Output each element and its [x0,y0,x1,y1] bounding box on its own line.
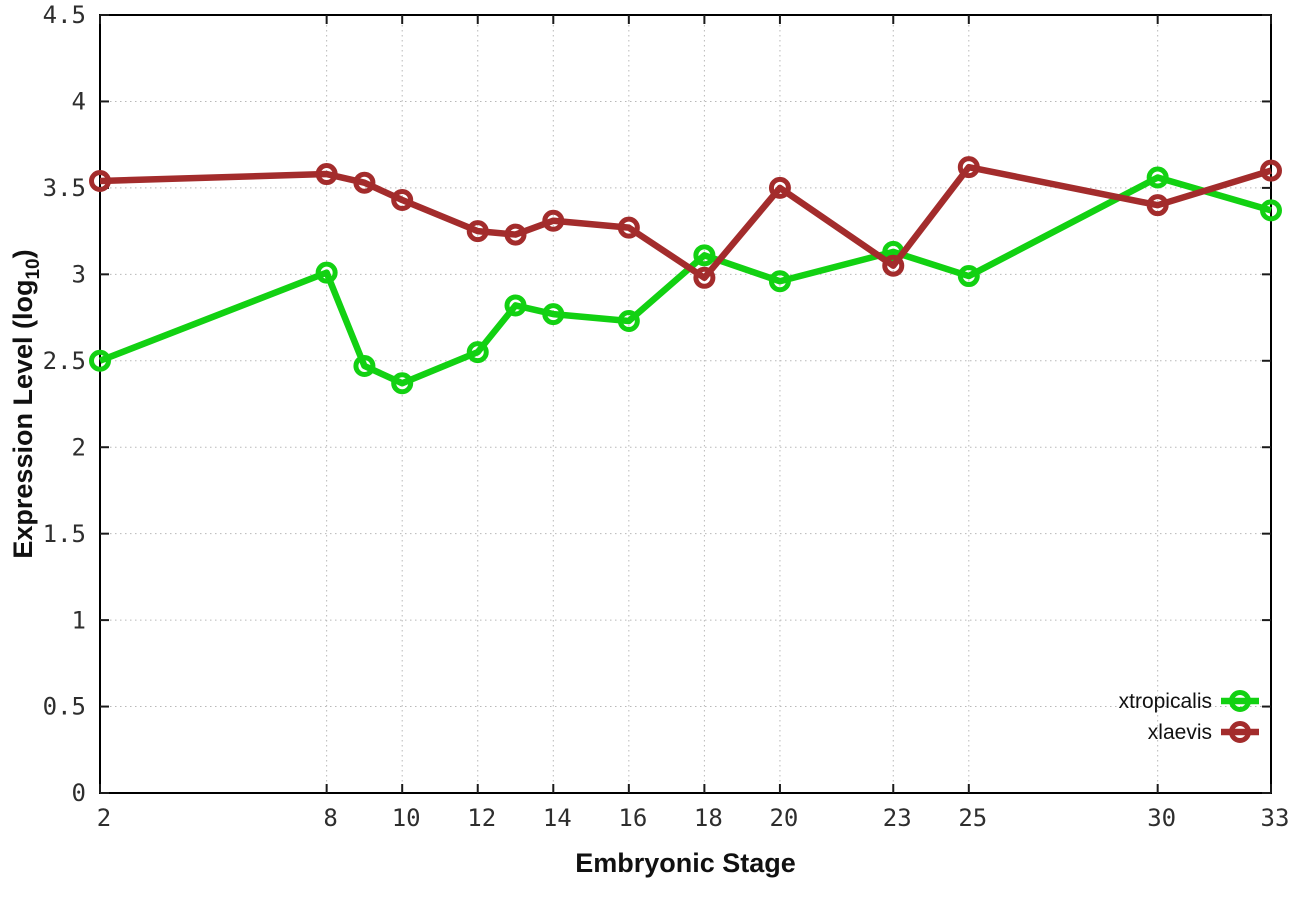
y-tick-label: 4.5 [43,1,86,29]
x-tick-label: 8 [323,804,337,832]
x-tick-label: 12 [467,804,496,832]
series-markers-xlaevis [89,156,1282,289]
y-tick-label: 3.5 [43,174,86,202]
data-point-marker [353,354,376,377]
data-point-marker [693,266,716,289]
axis-ticks [99,14,1272,794]
data-point-marker [542,209,565,232]
legend: xtropicalis xlaevis [1119,690,1259,744]
x-tick-labels: 2 8 10 12 14 16 18 20 23 25 30 33 [97,804,1290,832]
y-tick-label: 2.5 [43,347,86,375]
data-point-marker [957,156,980,179]
data-point-marker [315,163,338,186]
y-tick-label: 2 [72,433,86,461]
data-point-marker [466,220,489,243]
y-tick-labels: 0 0.5 1 1.5 2 2.5 3 3.5 4 4.5 [43,1,86,807]
legend-marker-sample [1229,721,1251,743]
data-point-marker [1146,194,1169,217]
x-tick-label: 2 [97,804,111,832]
y-tick-label: 4 [72,88,86,116]
data-point-marker [1260,199,1282,222]
data-point-marker [1146,166,1169,189]
data-point-marker [542,303,565,326]
x-tick-label: 25 [958,804,987,832]
x-tick-label: 33 [1261,804,1290,832]
data-point-marker [504,294,527,317]
x-tick-label: 20 [769,804,798,832]
data-point-marker [957,265,980,288]
y-axis-title: Expression Level (log10) [8,249,44,558]
data-point-marker [617,216,640,239]
data-point-marker [89,169,111,192]
x-tick-label: 16 [618,804,647,832]
plot-border [99,14,1272,794]
legend-item-xtropicalis: xtropicalis [1119,690,1259,713]
data-point-marker [693,244,716,267]
data-point-marker [617,310,640,333]
x-tick-label: 18 [694,804,723,832]
x-tick-label: 10 [392,804,421,832]
data-point-marker [315,261,338,284]
x-axis-title: Embryonic Stage [575,848,796,878]
data-point-marker [768,270,791,293]
y-tick-label: 1.5 [43,520,86,548]
y-tick-label: 0 [72,779,86,807]
y-tick-label: 0.5 [43,693,86,721]
data-point-marker [89,349,111,372]
data-point-marker [391,188,414,211]
data-point-marker [391,372,414,395]
y-tick-label: 3 [72,260,86,288]
data-point-marker [882,254,905,277]
data-point-marker [466,341,489,364]
legend-label: xlaevis [1148,721,1212,744]
x-tick-label: 14 [543,804,572,832]
x-tick-label: 23 [883,804,912,832]
data-point-marker [353,171,376,194]
data-point-marker [1260,159,1282,182]
data-point-marker [504,223,527,246]
legend-item-xlaevis: xlaevis [1148,721,1259,744]
data-point-marker [768,176,791,199]
y-tick-label: 1 [72,606,86,634]
x-tick-label: 30 [1147,804,1176,832]
legend-marker-sample [1229,690,1251,712]
legend-label: xtropicalis [1119,690,1212,713]
